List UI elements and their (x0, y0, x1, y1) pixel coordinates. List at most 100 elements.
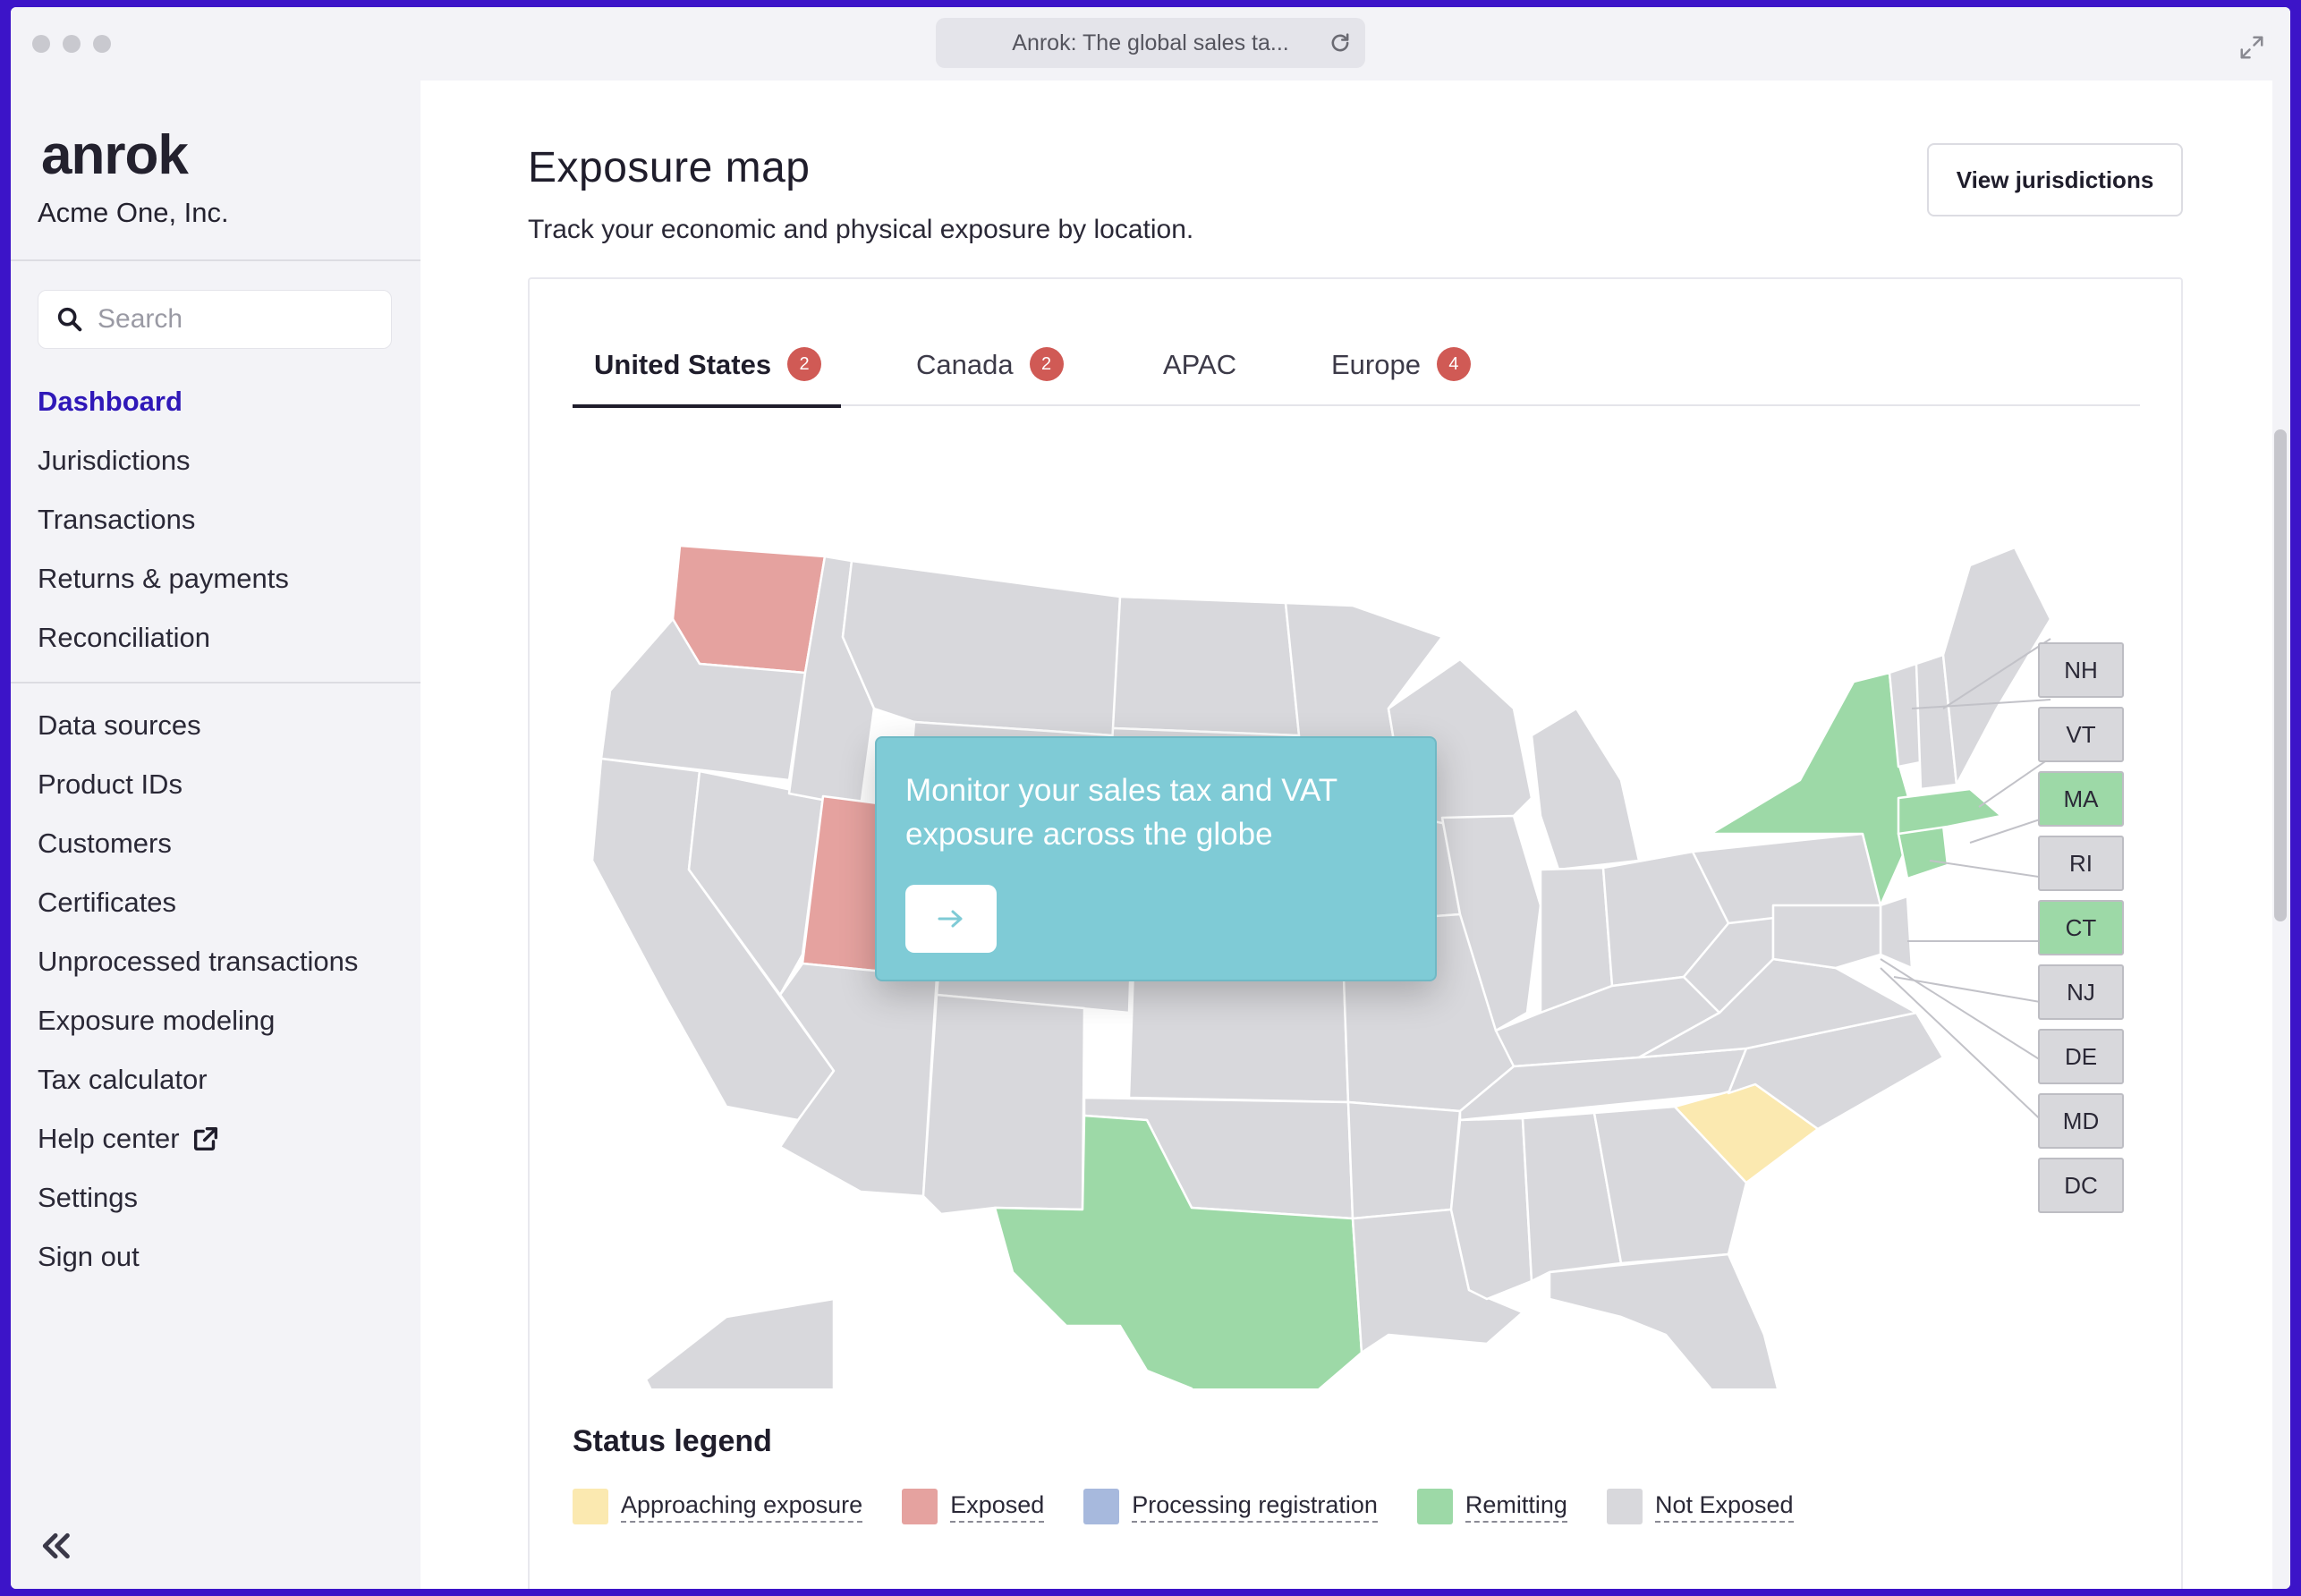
status-legend: Approaching exposure Exposed Processing … (573, 1489, 1833, 1524)
tab-label: Canada (916, 349, 1014, 380)
count-badge: 2 (787, 347, 822, 381)
nav-exposure-modeling[interactable]: Exposure modeling (38, 1005, 276, 1036)
nav-unprocessed-transactions[interactable]: Unprocessed transactions (38, 946, 359, 977)
state-north-dakota (1111, 595, 1301, 737)
zoom-dot-icon[interactable] (93, 35, 111, 53)
legend-swatch (1606, 1489, 1643, 1524)
region-tabs: United States 2 Canada 2 APAC Europe 4 (573, 344, 2140, 408)
search-input[interactable] (98, 304, 384, 335)
state-texas (993, 1114, 1363, 1388)
nav-data-sources[interactable]: Data sources (38, 709, 201, 741)
address-bar[interactable]: Anrok: The global sales ta... (936, 18, 1365, 68)
legend-swatch (1416, 1489, 1453, 1524)
search-icon (57, 307, 82, 332)
state-box-de[interactable]: DE (2038, 1029, 2124, 1084)
state-box-nj[interactable]: NJ (2038, 964, 2124, 1020)
state-box-vt[interactable]: VT (2038, 707, 2124, 762)
browser-window: Anrok: The global sales ta... anrok Acme… (11, 7, 2290, 1589)
state-box-ri[interactable]: RI (2038, 836, 2124, 891)
legend-not-exposed[interactable]: Not Exposed (1606, 1489, 1794, 1524)
company-name: Acme One, Inc. (38, 197, 229, 228)
tab-label: APAC (1163, 349, 1237, 380)
state-michigan (1530, 707, 1641, 871)
state-oregon (599, 617, 807, 782)
state-montana (841, 559, 1122, 737)
onboarding-popup: Monitor your sales tax and VAT exposure … (875, 736, 1437, 981)
state-massachusetts (1897, 787, 2003, 836)
nav-help-center-label: Help center (38, 1123, 180, 1154)
count-badge: 4 (1436, 347, 1471, 381)
tab-apac[interactable]: APAC (1163, 344, 1236, 406)
window-controls (32, 35, 111, 53)
state-box-md[interactable]: MD (2038, 1093, 2124, 1149)
tab-label: Europe (1331, 349, 1421, 380)
count-badge: 2 (1029, 347, 1064, 381)
legend-exposed[interactable]: Exposed (902, 1489, 1045, 1524)
legend-title: Status legend (573, 1424, 772, 1458)
nav-certificates[interactable]: Certificates (38, 887, 177, 918)
state-kansas (1127, 966, 1350, 1104)
view-jurisdictions-button[interactable]: View jurisdictions (1927, 143, 2183, 216)
tab-united-states[interactable]: United States 2 (573, 344, 841, 408)
secondary-nav: Data sources Product IDs Customers Certi… (38, 696, 358, 1286)
state-box-nh[interactable]: NH (2038, 642, 2124, 698)
sidebar: anrok Acme One, Inc. Dashboard Jurisdict… (11, 81, 420, 1589)
external-link-icon (193, 1126, 217, 1151)
nav-dashboard[interactable]: Dashboard (38, 386, 183, 417)
collapse-sidebar-icon[interactable] (38, 1528, 73, 1564)
state-washington (671, 544, 827, 675)
state-box-dc[interactable]: DC (2038, 1158, 2124, 1213)
legend-label: Processing registration (1132, 1491, 1378, 1523)
state-box-ma[interactable]: MA (2038, 771, 2124, 827)
state-new-mexico (921, 993, 1086, 1216)
search-box[interactable] (38, 290, 392, 349)
page-subtitle: Track your economic and physical exposur… (528, 215, 1194, 244)
nav-jurisdictions[interactable]: Jurisdictions (38, 445, 191, 476)
close-dot-icon[interactable] (32, 35, 50, 53)
nav-returns-payments[interactable]: Returns & payments (38, 563, 289, 594)
nav-reconciliation[interactable]: Reconciliation (38, 622, 210, 653)
state-new-jersey (1879, 895, 1914, 970)
tab-canada[interactable]: Canada 2 (916, 344, 1064, 406)
sidebar-divider (11, 682, 420, 683)
legend-swatch (902, 1489, 938, 1524)
legend-swatch (573, 1489, 608, 1524)
arrow-right-icon (938, 910, 963, 928)
primary-nav: Dashboard Jurisdictions Transactions Ret… (38, 372, 289, 667)
state-florida (1548, 1252, 1779, 1388)
legend-processing-registration[interactable]: Processing registration (1083, 1489, 1378, 1524)
scrollbar-track[interactable] (2272, 81, 2290, 1589)
state-box-ct[interactable]: CT (2038, 900, 2124, 955)
scrollbar-thumb[interactable] (2274, 429, 2287, 921)
state-connector-lines (1880, 638, 2051, 1130)
page-title: Exposure map (528, 144, 811, 191)
state-maryland-delaware (1771, 904, 1882, 970)
nav-help-center[interactable]: Help center (38, 1109, 358, 1168)
legend-swatch (1083, 1489, 1120, 1524)
fullscreen-icon[interactable] (2238, 34, 2265, 61)
minimize-dot-icon[interactable] (63, 35, 81, 53)
title-bar: Anrok: The global sales ta... (11, 7, 2290, 81)
anrok-logo[interactable]: anrok (41, 124, 189, 186)
legend-remitting[interactable]: Remitting (1416, 1489, 1567, 1524)
state-georgia (1592, 1105, 1748, 1265)
state-maine (1941, 546, 2052, 786)
sidebar-divider (11, 259, 420, 261)
nav-settings[interactable]: Settings (38, 1182, 139, 1213)
state-arkansas (1346, 1100, 1462, 1220)
popup-next-button[interactable] (905, 885, 997, 953)
state-illinois (1440, 814, 1542, 1032)
tab-label: United States (594, 349, 772, 380)
nav-sign-out[interactable]: Sign out (38, 1241, 140, 1272)
legend-label: Remitting (1465, 1491, 1567, 1523)
nav-tax-calculator[interactable]: Tax calculator (38, 1064, 208, 1095)
tab-europe[interactable]: Europe 4 (1331, 344, 1471, 406)
nav-customers[interactable]: Customers (38, 828, 172, 859)
page-title-in-address-bar: Anrok: The global sales ta... (1012, 30, 1289, 55)
nav-product-ids[interactable]: Product IDs (38, 768, 183, 800)
state-alaska (644, 1297, 836, 1388)
reload-icon[interactable] (1328, 30, 1353, 55)
legend-approaching-exposure[interactable]: Approaching exposure (573, 1489, 863, 1524)
legend-label: Exposed (950, 1491, 1045, 1523)
nav-transactions[interactable]: Transactions (38, 504, 196, 535)
